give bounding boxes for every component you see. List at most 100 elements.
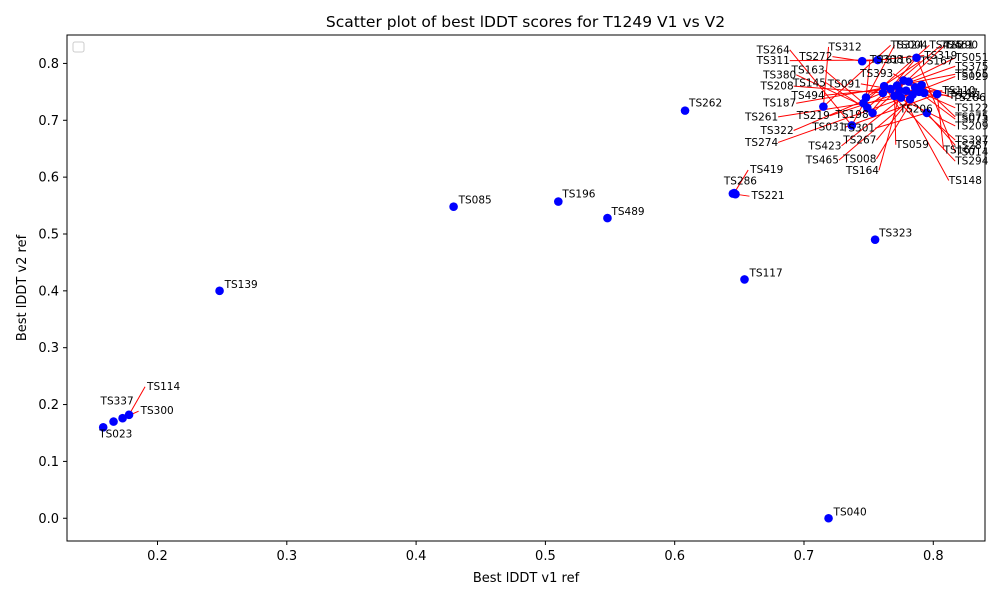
point-label: TS208 bbox=[760, 81, 794, 93]
point-label: TS337 bbox=[100, 396, 134, 408]
scatter-point bbox=[603, 213, 612, 223]
point-label: TS164 bbox=[845, 165, 879, 177]
point-label: TS287 bbox=[954, 140, 988, 152]
point-label: TS465 bbox=[805, 155, 839, 167]
scatter-point bbox=[215, 286, 224, 296]
scatter-point bbox=[912, 53, 921, 63]
y-tick-label: 0.6 bbox=[38, 171, 59, 186]
y-tick-label: 0.3 bbox=[38, 341, 59, 356]
point-label: TS167 bbox=[943, 144, 977, 156]
point-label: TS267 bbox=[842, 135, 876, 147]
point-label: TS110 bbox=[941, 85, 975, 97]
point-label: TS311 bbox=[756, 55, 790, 67]
point-label: TS461 bbox=[940, 40, 974, 52]
scatter-point bbox=[109, 417, 118, 426]
point-label: TS073 bbox=[954, 114, 988, 126]
y-tick-label: 0.4 bbox=[38, 284, 59, 299]
annotation-line bbox=[777, 94, 913, 143]
point-label: TS274 bbox=[744, 137, 778, 149]
point-label: TS301 bbox=[841, 123, 875, 135]
x-tick-label: 0.8 bbox=[923, 549, 944, 564]
scatter-point bbox=[868, 108, 877, 118]
scatter-point bbox=[98, 422, 108, 432]
point-label: TS040 bbox=[833, 506, 867, 518]
scatter-point bbox=[124, 410, 134, 420]
plot-area bbox=[66, 34, 986, 542]
scatter-point bbox=[824, 513, 833, 523]
point-label: TS014 bbox=[954, 147, 988, 159]
point-label: TS300 bbox=[140, 405, 174, 417]
point-label: TS312 bbox=[828, 41, 862, 53]
annotation-line bbox=[793, 85, 883, 94]
point-label: TS286 bbox=[723, 176, 757, 188]
point-label: TS139 bbox=[224, 279, 258, 291]
point-label: TS029 bbox=[954, 71, 988, 83]
point-label: TS294 bbox=[954, 156, 988, 168]
legend-box bbox=[72, 41, 85, 53]
annotation-line bbox=[733, 169, 749, 194]
point-label: TS004 bbox=[893, 40, 927, 52]
point-label: TS051 bbox=[954, 52, 988, 64]
point-label: TS023 bbox=[98, 428, 132, 440]
point-label: TS209 bbox=[954, 120, 988, 132]
point-label: TS219 bbox=[796, 110, 830, 122]
x-tick-label: 0.2 bbox=[147, 549, 168, 564]
point-label: TS322 bbox=[760, 125, 794, 137]
annotation-line bbox=[893, 95, 897, 145]
scatter-point bbox=[886, 84, 895, 94]
point-label: TS272 bbox=[798, 51, 832, 63]
scatter-point bbox=[680, 106, 690, 115]
scatter-point bbox=[878, 88, 888, 98]
scatter-point bbox=[899, 76, 908, 85]
scatter-point bbox=[919, 88, 929, 98]
point-label: TS031 bbox=[811, 122, 845, 134]
point-label: TS423 bbox=[807, 140, 841, 152]
point-label: TS165 bbox=[954, 69, 988, 81]
y-axis-title: Best lDDT v2 ref bbox=[15, 234, 30, 341]
y-tick-label: 0.5 bbox=[38, 227, 59, 242]
point-label: TS059 bbox=[895, 139, 929, 151]
scatter-point bbox=[870, 235, 880, 244]
point-label: TS324 bbox=[890, 40, 924, 52]
scatter-point bbox=[740, 275, 749, 284]
annotation-line bbox=[865, 60, 921, 98]
annotation-line bbox=[822, 46, 830, 107]
point-label: TS286 bbox=[952, 92, 986, 104]
y-tick-label: 0.7 bbox=[38, 114, 59, 129]
annotation-line bbox=[823, 44, 891, 108]
axes: 0.2 0.3 0.4 0.5 0.6 0.7 0.8 0.0 0.1 0.2 0.3 0.4 0.5 0… bbox=[38, 57, 943, 564]
data-points bbox=[98, 53, 942, 523]
point-label: TS308 bbox=[869, 54, 903, 66]
point-label: TS323 bbox=[878, 228, 912, 240]
point-label: TS116 bbox=[878, 55, 912, 67]
point-label: TS114 bbox=[146, 381, 180, 393]
point-label: TS241 bbox=[948, 90, 982, 102]
point-label: TS262 bbox=[688, 98, 722, 110]
point-label: TS148 bbox=[948, 175, 982, 187]
point-label: TS261 bbox=[744, 111, 778, 123]
annotation-line bbox=[789, 49, 853, 126]
scatter-point bbox=[901, 86, 911, 96]
point-label: TS075 bbox=[954, 111, 988, 123]
point-label: TS167 bbox=[919, 56, 953, 68]
x-tick-label: 0.6 bbox=[664, 549, 685, 564]
point-label: TS122 bbox=[954, 102, 988, 114]
point-label: TS145 bbox=[792, 77, 826, 89]
point-label: TS264 bbox=[756, 44, 790, 56]
scatter-point bbox=[879, 81, 889, 91]
point-label: TS393 bbox=[859, 68, 893, 80]
point-label: TS425 bbox=[928, 40, 962, 52]
scatter-point bbox=[917, 80, 926, 90]
point-label: TS117 bbox=[749, 267, 783, 279]
annotation-line bbox=[845, 93, 938, 128]
scatter-point bbox=[922, 108, 932, 118]
annotation-line bbox=[824, 69, 864, 104]
annotation-line bbox=[838, 91, 920, 161]
point-label: TS163 bbox=[791, 65, 825, 77]
annotation-line bbox=[899, 90, 950, 181]
y-tick-label: 0.2 bbox=[38, 398, 59, 413]
x-axis-title: Best lDDT v1 ref bbox=[473, 571, 580, 586]
annotation-line bbox=[936, 94, 945, 150]
point-label: TS008 bbox=[842, 153, 876, 165]
point-label: TS375 bbox=[954, 61, 988, 73]
